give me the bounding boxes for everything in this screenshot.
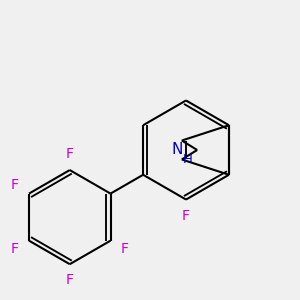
- Text: F: F: [11, 242, 19, 256]
- Text: F: F: [182, 209, 190, 223]
- Text: H: H: [183, 152, 193, 166]
- Text: F: F: [121, 242, 129, 256]
- Text: F: F: [66, 273, 74, 287]
- Text: F: F: [66, 147, 74, 161]
- Text: F: F: [11, 178, 19, 193]
- Text: N: N: [172, 142, 183, 158]
